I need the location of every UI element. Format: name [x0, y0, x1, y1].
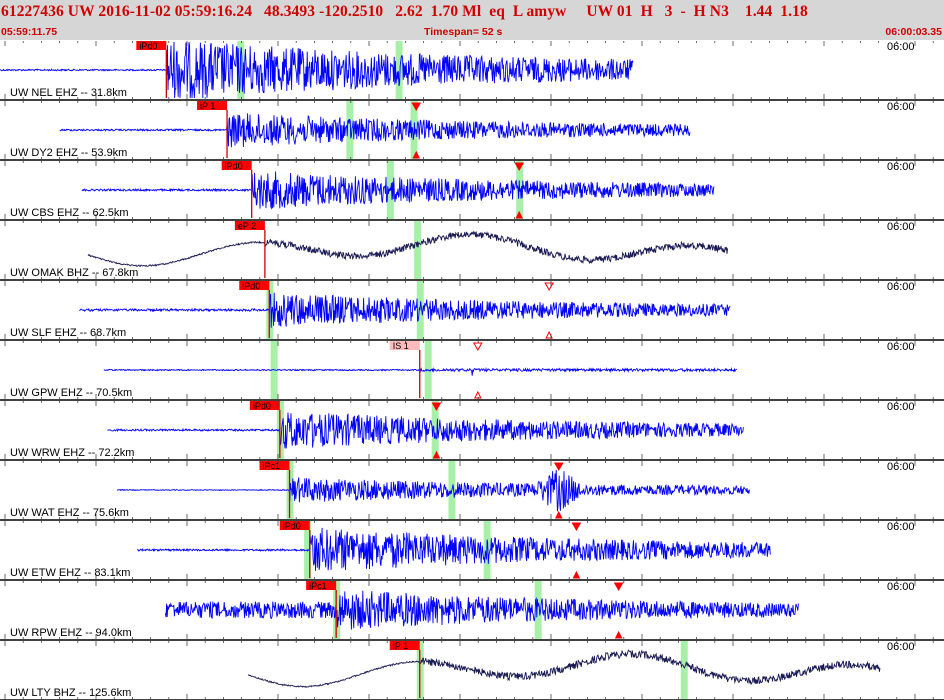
- pick-flag[interactable]: [306, 581, 337, 590]
- pick-flag-label: iPc1: [309, 581, 327, 591]
- time-label: 06:00: [887, 41, 915, 53]
- pick-flag-label: IS 1: [393, 341, 409, 351]
- waveform-trace: [87, 231, 729, 268]
- station-label: UW OMAK BHZ -- 67.8km: [10, 267, 138, 279]
- s-marker-bottom[interactable]: [554, 510, 563, 519]
- pick-flag-label: iPd0: [139, 41, 157, 51]
- event-title: 61227436 UW 2016-11-02 05:59:16.24 48.34…: [1, 3, 808, 20]
- start-time-label: 05:59:11.75: [1, 26, 58, 38]
- phase-marker: [395, 41, 403, 99]
- station-label: UW ETW EHZ -- 83.1km: [10, 567, 130, 579]
- s-marker-top[interactable]: [553, 462, 564, 472]
- time-label: 06:00: [887, 161, 915, 173]
- timespan-label: Timespan= 52 s: [424, 26, 503, 38]
- station-label: UW NEL EHZ -- 31.8km: [10, 87, 127, 99]
- pick-flag-label: iP 1: [393, 641, 408, 651]
- waveform-trace: [59, 113, 691, 148]
- s-marker-bottom[interactable]: [614, 630, 623, 639]
- trace-row[interactable]: iPc1 UW RPW EHZ -- 94.0km 06:00: [0, 581, 944, 641]
- trace-row[interactable]: iPd0 UW CBS EHZ -- 62.5km 06:00: [0, 161, 944, 221]
- seismogram-panel[interactable]: iPd0 UW NEL EHZ -- 31.8km 06:00 iP 1 UW DY2 …: [0, 40, 944, 700]
- s-marker-bottom[interactable]: [515, 210, 524, 219]
- station-label: UW RPW EHZ -- 94.0km: [10, 627, 132, 639]
- station-label: UW LTY BHZ -- 125.6km: [10, 687, 131, 699]
- s-marker-bottom[interactable]: [572, 570, 581, 579]
- time-label: 06:00: [887, 401, 915, 413]
- timespan-bar: 05:59:11.75 Timespan= 52 s 06:00:03.35: [0, 26, 944, 40]
- pick-flag-label: iPd0: [242, 281, 260, 291]
- phase-marker: [414, 221, 422, 279]
- time-label: 06:00: [887, 521, 915, 533]
- pick-flag[interactable]: [389, 341, 420, 350]
- pick-flag-label: iP 1: [200, 101, 215, 111]
- pick-flag[interactable]: [234, 221, 265, 230]
- s-marker-top[interactable]: [514, 162, 525, 172]
- s-marker-top[interactable]: [571, 522, 582, 532]
- trace-row[interactable]: eP 2 UW OMAK BHZ -- 67.8km 06:00: [0, 221, 944, 281]
- pick-flag-label: iPd0: [225, 161, 243, 171]
- station-label: UW DY2 EHZ -- 53.9km: [10, 147, 127, 159]
- trace-row[interactable]: iPc1 UW WAT EHZ -- 75.6km 06:00: [0, 461, 944, 521]
- waveform-trace: [81, 171, 715, 210]
- waveform-trace: [164, 590, 799, 630]
- pick-flag-label: iPc1: [263, 461, 281, 471]
- trace-row[interactable]: iPd0 UW WRW EHZ -- 72.2km 06:00: [0, 401, 944, 461]
- s-marker-top[interactable]: [472, 342, 483, 352]
- time-label: 06:00: [887, 281, 915, 293]
- phase-marker: [534, 581, 542, 639]
- s-marker-top[interactable]: [544, 282, 554, 292]
- pick-flag-label: iPd0: [283, 521, 301, 531]
- station-label: UW GPW EHZ -- 70.5km: [10, 387, 132, 399]
- phase-marker: [346, 101, 354, 159]
- station-label: UW WAT EHZ -- 75.6km: [10, 507, 129, 519]
- pick-flag[interactable]: [259, 461, 290, 470]
- station-label: UW WRW EHZ -- 72.2km: [10, 447, 134, 459]
- s-marker-top[interactable]: [411, 102, 422, 112]
- time-label: 06:00: [887, 641, 915, 653]
- pick-flag[interactable]: [389, 641, 420, 650]
- phase-marker: [680, 641, 688, 699]
- time-label: 06:00: [887, 221, 915, 233]
- time-label: 06:00: [887, 581, 915, 593]
- end-time-label: 06:00:03.35: [885, 26, 942, 38]
- time-label: 06:00: [887, 461, 915, 473]
- time-label: 06:00: [887, 341, 915, 353]
- station-label: UW SLF EHZ -- 68.7km: [10, 327, 126, 339]
- trace-row[interactable]: iP 1 UW DY2 EHZ -- 53.9km 06:00: [0, 101, 944, 161]
- pick-flag[interactable]: [221, 161, 252, 170]
- phase-marker: [431, 401, 439, 459]
- waveform-trace: [0, 41, 634, 99]
- pick-flag[interactable]: [197, 101, 228, 110]
- waveform-trace: [116, 469, 750, 512]
- pick-flag[interactable]: [136, 41, 167, 50]
- s-marker-bottom[interactable]: [412, 150, 421, 159]
- trace-row[interactable]: iPd0 UW SLF EHZ -- 68.7km 06:00: [0, 281, 944, 341]
- pick-flag[interactable]: [279, 521, 310, 530]
- trace-row[interactable]: iP 1 UW LTY BHZ -- 125.6km 06:00: [0, 641, 944, 700]
- pick-flag-label: iPd0: [253, 401, 271, 411]
- station-label: UW CBS EHZ -- 62.5km: [10, 207, 129, 219]
- waveform-trace: [247, 649, 881, 688]
- s-marker-top[interactable]: [431, 402, 442, 412]
- s-marker-bottom[interactable]: [432, 450, 441, 459]
- trace-row[interactable]: iPd0 UW ETW EHZ -- 83.1km 06:00: [0, 521, 944, 581]
- time-label: 06:00: [887, 101, 915, 113]
- pick-flag[interactable]: [239, 281, 270, 290]
- waveform-trace: [79, 292, 731, 328]
- waveform-trace: [107, 412, 744, 449]
- trace-row[interactable]: iPd0 UW NEL EHZ -- 31.8km 06:00: [0, 41, 944, 101]
- pick-flag[interactable]: [249, 401, 280, 410]
- trace-row[interactable]: IS 1 UW GPW EHZ -- 70.5km 06:00: [0, 341, 944, 401]
- waveform-trace: [137, 527, 771, 571]
- pick-flag-label: eP 2: [238, 221, 256, 231]
- title-bar: 61227436 UW 2016-11-02 05:59:16.24 48.34…: [0, 0, 944, 26]
- s-marker-top[interactable]: [613, 582, 624, 592]
